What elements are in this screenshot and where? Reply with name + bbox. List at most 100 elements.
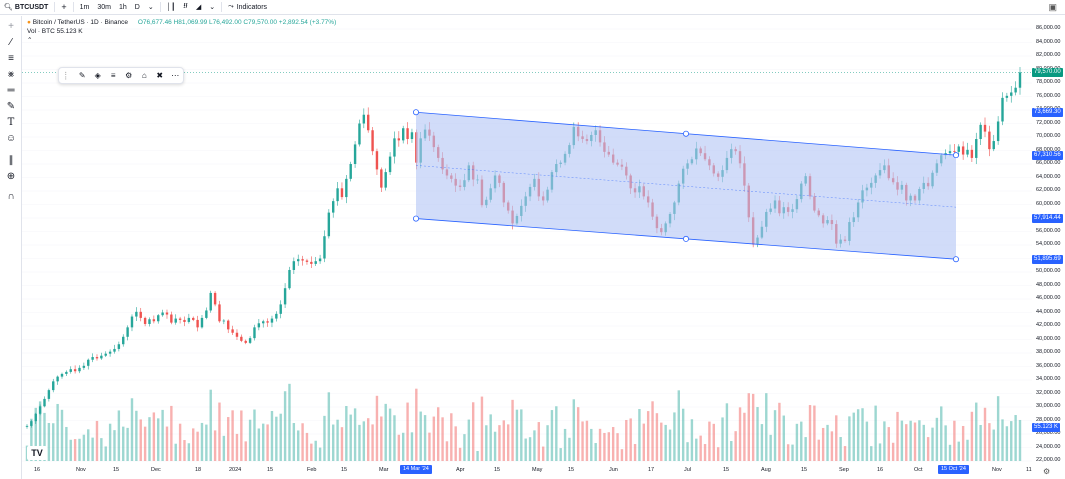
price-tick-label: 72,000.00 [1036, 119, 1061, 126]
volume-bar [393, 415, 396, 461]
volume-bar [454, 426, 457, 461]
line-color-icon[interactable]: ✎ [78, 71, 86, 80]
volume-bar [485, 425, 488, 461]
interval-dropdown[interactable]: ⌄ [144, 0, 158, 15]
volume-bar [730, 441, 733, 461]
candle-body [380, 169, 383, 188]
volume-bar [616, 433, 619, 461]
volume-bar [432, 416, 436, 461]
volume-bar [765, 393, 768, 461]
volume-bar [786, 444, 790, 461]
more-icon[interactable]: ⋯ [171, 71, 180, 80]
volume-bar [301, 423, 304, 461]
time-tick-label: 11 [1026, 467, 1032, 473]
legend-ohlc: O76,677.46 H81,069.99 L76,492.00 C79,570… [137, 19, 337, 26]
zoom-in-icon[interactable]: ⊕ [6, 171, 16, 182]
interval-1h[interactable]: 1h [115, 0, 131, 15]
price-tick-label: 56,000.00 [1036, 227, 1061, 234]
fill-color-icon[interactable]: ◈ [94, 71, 101, 80]
volume-bar [380, 416, 383, 461]
ruler-icon[interactable]: ∥ [8, 155, 14, 166]
interval-30m[interactable]: 30m [93, 0, 115, 15]
settings-icon[interactable]: ⚙ [125, 71, 133, 80]
time-tick-label: 18 [195, 467, 202, 473]
compare-icon: ⭿ [183, 2, 188, 10]
collapse-legend-icon[interactable]: ⌃ [27, 37, 33, 44]
candle-body [301, 259, 304, 261]
volume-bar [126, 427, 129, 461]
range-end-tag: 15 Oct '24 [938, 465, 969, 474]
time-tick-label: 15 [568, 467, 575, 473]
volume-bar [248, 419, 252, 461]
candle-body [283, 288, 287, 305]
volume-bar [397, 434, 401, 461]
magnet-icon[interactable]: ∩ [7, 191, 15, 202]
volume-bar [401, 432, 405, 461]
candle-body [69, 369, 72, 372]
indicators-button[interactable]: ⤳ Indicators [224, 0, 271, 15]
price-chart[interactable] [22, 16, 1032, 465]
volume-bar [410, 432, 414, 461]
price-tick-label: 68,000.00 [1036, 146, 1061, 153]
volume-bar [629, 418, 632, 461]
candle-body [340, 188, 344, 198]
area-chart-icon: ◢ [195, 4, 202, 11]
volume-bar [598, 428, 602, 461]
fib-retracement-icon[interactable]: ≡ [8, 53, 14, 64]
candle-type-button[interactable]: │┃ [163, 0, 180, 15]
brush-icon[interactable]: ✎ [6, 101, 16, 112]
volume-bar [655, 413, 659, 461]
volume-bar [541, 446, 545, 461]
line-style-icon[interactable]: ≡ [110, 71, 116, 80]
camera-icon[interactable]: ▣ [1048, 2, 1057, 12]
crosshair-icon[interactable]: + [8, 21, 14, 32]
volume-bar [170, 405, 173, 461]
candle-body [235, 332, 239, 337]
candle-body [262, 321, 265, 324]
candle-body [362, 114, 366, 124]
top-toolbar: 🔍︎ BTCUSDT + 1m 30m 1h D ⌄ │┃ ⭿ ◢ ⌄ ⤳ In… [0, 0, 1065, 15]
volume-bar [935, 417, 939, 461]
candle-body [126, 327, 129, 337]
volume-bar [450, 413, 453, 461]
emoji-icon[interactable]: ☺ [5, 133, 17, 144]
lock-icon[interactable]: ⌂ [141, 71, 147, 80]
prediction-icon[interactable]: ═ [7, 85, 15, 96]
volume-bar [590, 428, 593, 461]
volume-bar [690, 419, 694, 461]
channel-handle [412, 109, 419, 116]
compare-button[interactable]: ⭿ [179, 0, 192, 15]
volume-bar [323, 415, 326, 461]
candle-body [279, 304, 282, 314]
interval-d[interactable]: D [131, 0, 144, 15]
drag-handle-icon[interactable]: ⡇ [63, 71, 70, 80]
volume-bar [747, 393, 750, 461]
volume-bar [953, 420, 956, 461]
pattern-icon[interactable]: ⨳ [7, 69, 15, 80]
candle-body [122, 336, 125, 345]
volume-bar [738, 407, 742, 461]
chart-style-button[interactable]: ◢ [192, 0, 205, 15]
trendline-icon[interactable]: ∕ [10, 37, 12, 48]
time-tick-label: Jun [609, 467, 618, 473]
text-tool-icon[interactable]: T [7, 117, 15, 128]
candle-body [970, 149, 974, 158]
volume-bar [498, 425, 501, 461]
volume-bar [620, 449, 624, 461]
time-tick-label: 16 [877, 467, 884, 473]
candle-body [292, 261, 296, 270]
candle-body [87, 359, 90, 366]
symbol-search[interactable]: 🔍︎ BTCUSDT [0, 0, 52, 15]
volume-bar [30, 418, 33, 461]
interval-1m[interactable]: 1m [76, 0, 94, 15]
tradingview-logo[interactable]: TV [27, 446, 47, 460]
volume-bar [100, 438, 103, 461]
interval-label: 1h [118, 3, 127, 11]
divider [221, 2, 223, 12]
delete-icon[interactable]: ✖ [156, 71, 164, 80]
add-symbol-button[interactable]: + [57, 0, 70, 15]
gear-icon[interactable]: ⚙ [1043, 467, 1051, 476]
chart-style-dropdown[interactable]: ⌄ [205, 0, 219, 15]
volume-bar [47, 422, 51, 461]
channel-handle [953, 152, 960, 159]
